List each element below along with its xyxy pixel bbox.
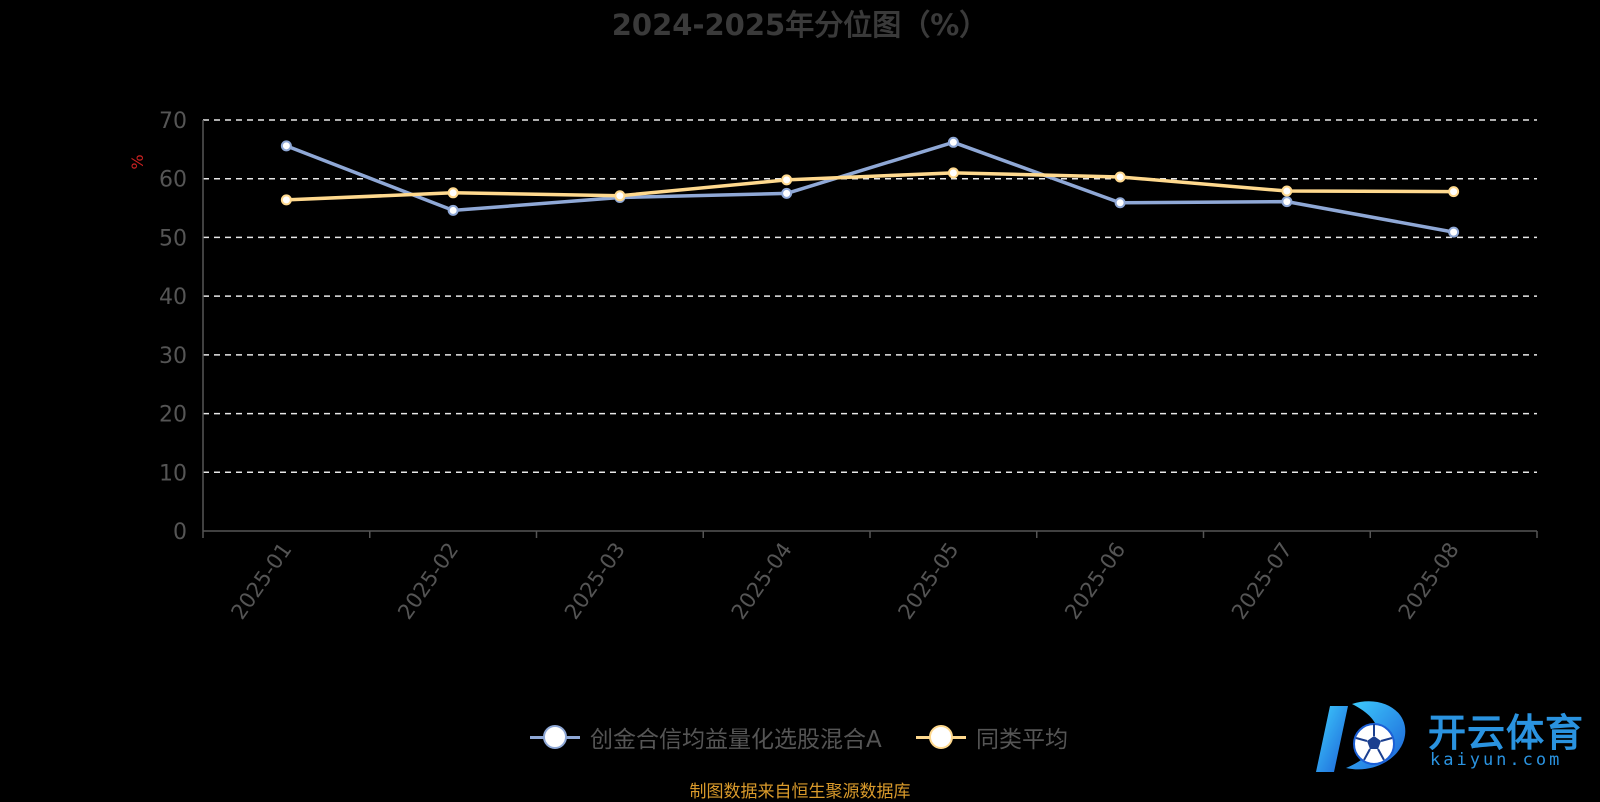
- legend-swatch-peer-average: [916, 723, 966, 751]
- y-tick-label: 30: [159, 344, 187, 369]
- data-point: [280, 194, 292, 206]
- x-tick-label: 2025-04: [727, 538, 797, 624]
- watermark-logo: 开云体育 kaiyun.com: [1312, 694, 1592, 784]
- watermark-title: 开云体育: [1428, 711, 1585, 755]
- chart-title: 2024-2025年分位图（%）: [611, 8, 989, 42]
- legend-item-peer-average[interactable]: 同类平均: [916, 716, 1068, 758]
- data-point: [781, 174, 793, 186]
- legend-item-fund[interactable]: 创金合信均益量化选股混合A: [530, 716, 882, 758]
- y-tick-label: 40: [159, 285, 187, 310]
- data-point: [947, 167, 959, 179]
- x-tick-label: 2025-03: [560, 538, 630, 624]
- source-note: 制图数据来自恒生聚源数据库: [689, 782, 911, 802]
- y-tick-label: 20: [159, 403, 187, 428]
- x-tick-label: 2025-02: [393, 538, 463, 624]
- data-point: [947, 136, 959, 148]
- x-tick-label: 2025-06: [1060, 538, 1130, 624]
- y-tick-label: 60: [159, 168, 187, 193]
- data-point: [1281, 185, 1293, 197]
- series-lines: [280, 136, 1460, 238]
- series-line-1: [286, 171, 1454, 202]
- soccer-ball-icon: [1316, 701, 1406, 772]
- legend-swatch-fund: [530, 723, 580, 751]
- data-point: [1114, 171, 1126, 183]
- data-point: [1114, 197, 1126, 209]
- data-point: [1448, 226, 1460, 238]
- series-line-0: [285, 140, 1454, 234]
- data-point: [280, 140, 292, 152]
- x-tick-label: 2025-07: [1227, 538, 1297, 624]
- y-tick-label: 70: [159, 109, 187, 134]
- data-point: [781, 187, 793, 199]
- x-tick-label: 2025-05: [893, 538, 963, 624]
- data-point: [1448, 186, 1460, 198]
- y-axis-label: %: [128, 154, 147, 169]
- y-tick-label: 0: [173, 520, 187, 545]
- legend-label-peer-average: 同类平均: [976, 727, 1068, 753]
- y-tick-label: 50: [159, 226, 187, 251]
- axes: 0 10 20 30 40 50 60 70 2025-01 2025-02 2025-03 2025…: [159, 109, 1538, 624]
- x-tick-label: 2025-08: [1394, 538, 1464, 624]
- x-tick-label: 2025-01: [226, 538, 296, 624]
- legend-label-fund: 创金合信均益量化选股混合A: [590, 727, 882, 753]
- data-point: [1281, 196, 1293, 208]
- data-point: [447, 204, 459, 216]
- data-point: [447, 187, 459, 199]
- watermark-subtitle: kaiyun.com: [1430, 750, 1563, 770]
- grid-lines: [203, 119, 1537, 474]
- y-tick-label: 10: [159, 461, 187, 486]
- data-point: [614, 190, 626, 202]
